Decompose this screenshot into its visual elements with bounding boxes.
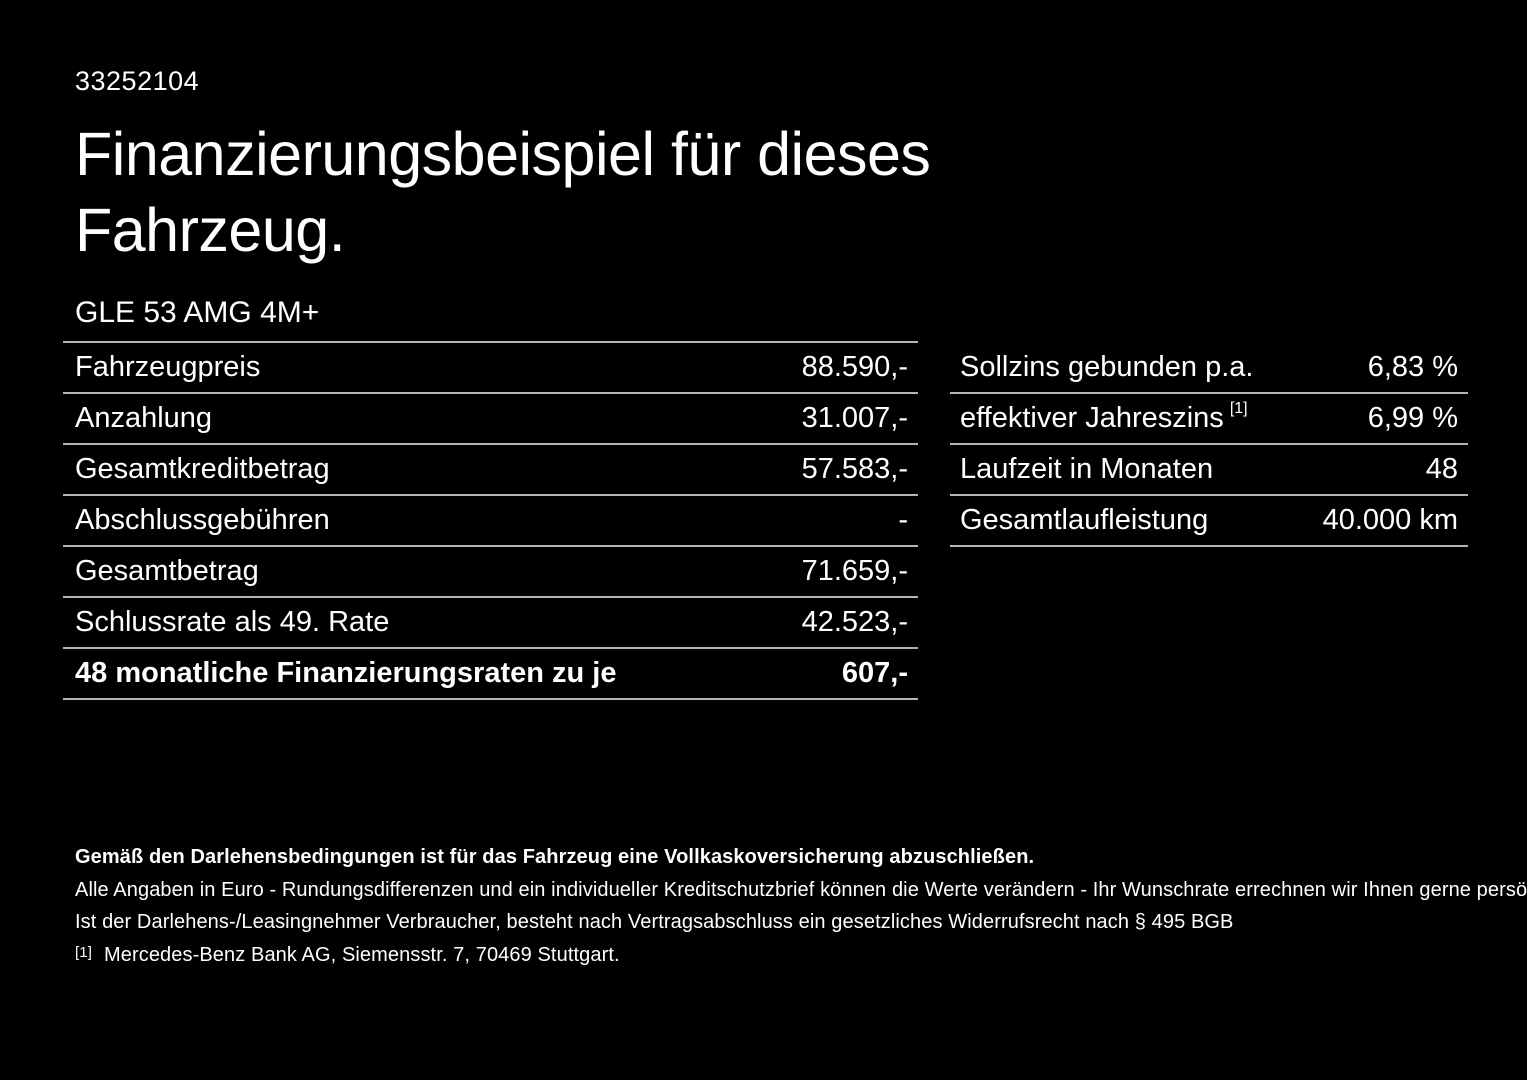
conditions-table: Sollzins gebunden p.a. 6,83 % effektiver…	[950, 343, 1468, 547]
row-label: Fahrzeugpreis	[75, 351, 261, 383]
page-title: Finanzierungsbeispiel für dieses Fahrzeu…	[75, 116, 931, 268]
table-row-abschlussgebuehren: Abschlussgebühren -	[63, 496, 918, 547]
vehicle-model: GLE 53 AMG 4M+	[75, 296, 320, 329]
table-row-gesamtbetrag: Gesamtbetrag 71.659,-	[63, 547, 918, 598]
row-value: 48	[1425, 453, 1458, 485]
row-value: 57.583,-	[801, 453, 908, 485]
footnote-withdrawal: Ist der Darlehens-/Leasingnehmer Verbrau…	[75, 911, 1234, 933]
row-value: 6,83 %	[1367, 351, 1458, 383]
table-row-anzahlung: Anzahlung 31.007,-	[63, 394, 918, 445]
row-label: Gesamtlaufleistung	[960, 504, 1209, 536]
row-value: 71.659,-	[801, 555, 908, 587]
row-value: 40.000 km	[1322, 504, 1458, 536]
row-value: 6,99 %	[1367, 402, 1458, 434]
row-label: Gesamtbetrag	[75, 555, 259, 587]
document-id: 33252104	[75, 66, 200, 96]
table-row-sollzins: Sollzins gebunden p.a. 6,83 %	[950, 343, 1468, 394]
table-row-gesamtlaufleistung: Gesamtlaufleistung 40.000 km	[950, 496, 1468, 547]
table-row-monatsrate: 48 monatliche Finanzierungsraten zu je 6…	[63, 649, 918, 700]
row-label: 48 monatliche Finanzierungsraten zu je	[75, 657, 617, 689]
footnote-rounding: Alle Angaben in Euro - Rundungsdifferenz…	[75, 879, 1527, 901]
footnote-ref: [1]	[1229, 400, 1248, 417]
table-row-fahrzeugpreis: Fahrzeugpreis 88.590,-	[63, 343, 918, 394]
row-value: 42.523,-	[801, 606, 908, 638]
table-row-gesamtkreditbetrag: Gesamtkreditbetrag 57.583,-	[63, 445, 918, 496]
row-label: Gesamtkreditbetrag	[75, 453, 330, 485]
footnote-bank-marker: [1]	[75, 944, 92, 961]
finance-table: Fahrzeugpreis 88.590,- Anzahlung 31.007,…	[63, 341, 918, 700]
page-title-line1: Finanzierungsbeispiel für dieses	[75, 120, 931, 188]
table-row-laufzeit: Laufzeit in Monaten 48	[950, 445, 1468, 496]
row-label: effektiver Jahreszins [1]	[960, 400, 1248, 435]
page-title-line2: Fahrzeug.	[75, 196, 346, 264]
footnote-bank-text: Mercedes-Benz Bank AG, Siemensstr. 7, 70…	[103, 944, 620, 966]
row-value: 88.590,-	[801, 351, 908, 383]
row-label: Abschlussgebühren	[75, 504, 330, 536]
row-value: 607,-	[841, 657, 908, 689]
row-label: Sollzins gebunden p.a.	[960, 351, 1254, 383]
row-label: Schlussrate als 49. Rate	[75, 606, 390, 638]
row-label: Laufzeit in Monaten	[960, 453, 1214, 485]
table-row-effektiver-jahreszins: effektiver Jahreszins [1] 6,99 %	[950, 394, 1468, 445]
footnote-bank: [1] Mercedes-Benz Bank AG, Siemensstr. 7,…	[75, 944, 620, 967]
footnote-insurance: Gemäß den Darlehensbedingungen ist für d…	[75, 846, 1035, 868]
table-row-schlussrate: Schlussrate als 49. Rate 42.523,-	[63, 598, 918, 649]
row-value: 31.007,-	[801, 402, 908, 434]
row-label: Anzahlung	[75, 402, 213, 434]
row-value: -	[898, 504, 908, 536]
